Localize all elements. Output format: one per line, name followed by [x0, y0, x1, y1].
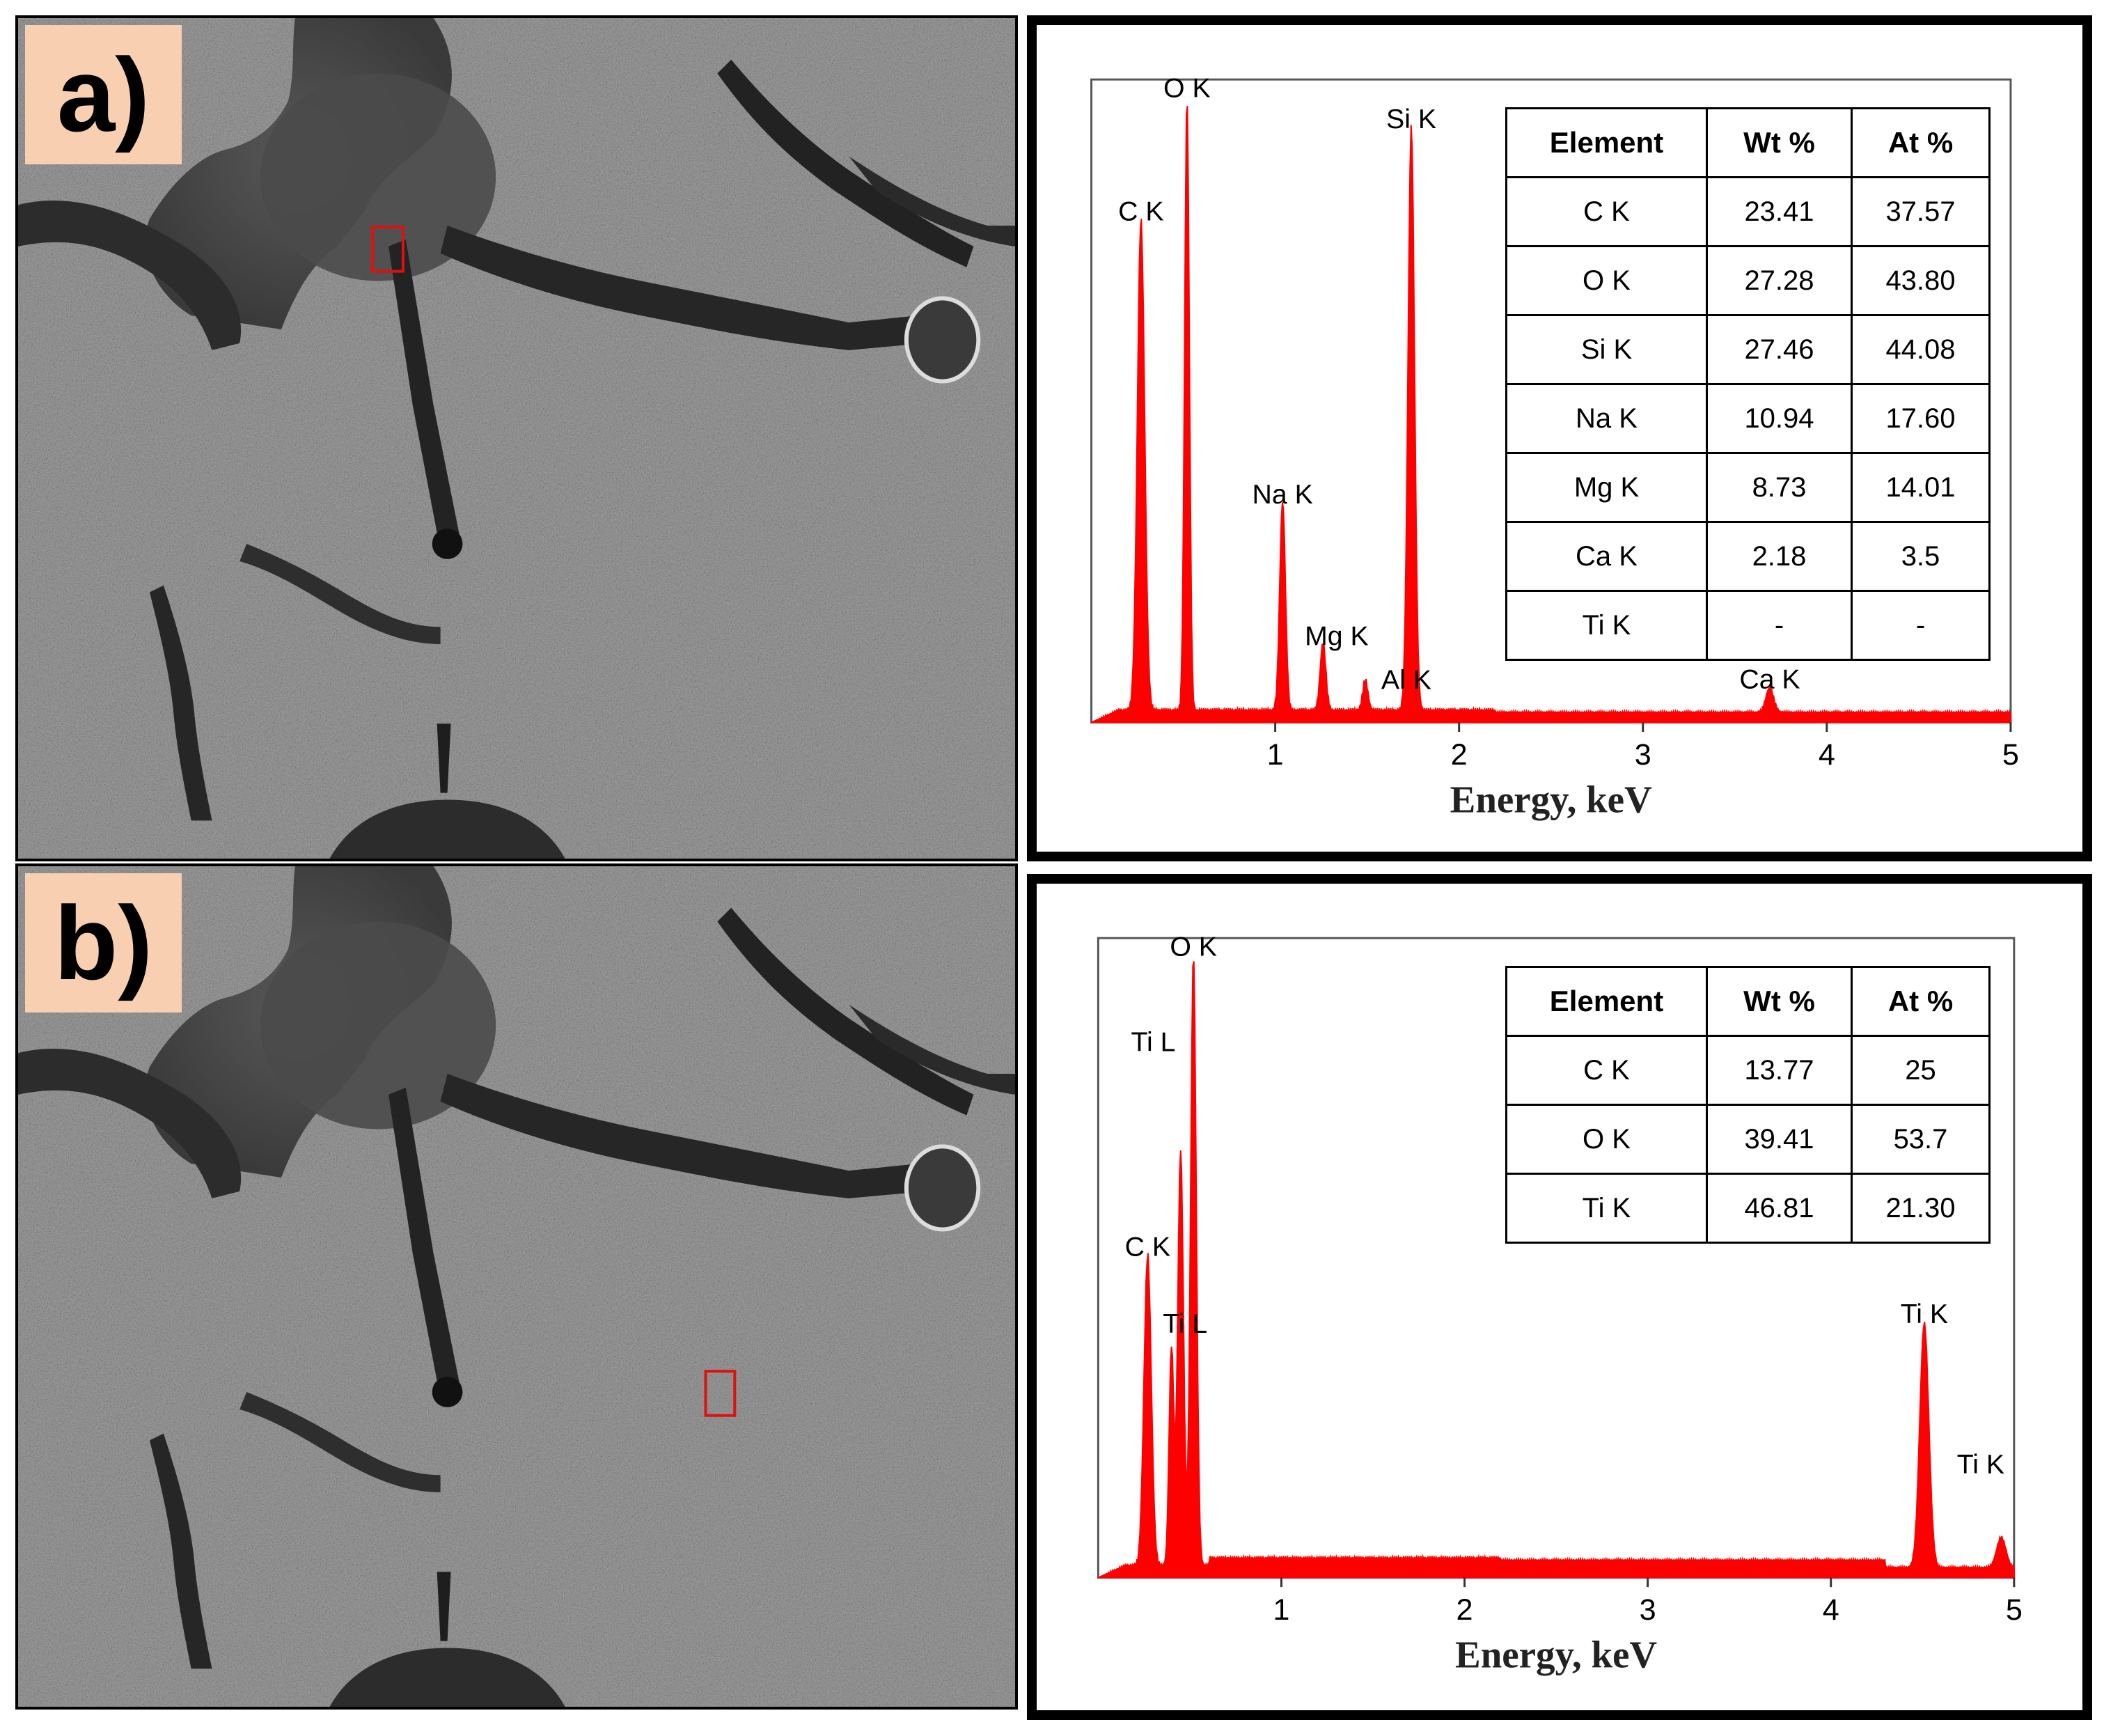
table-row: O K 39.41 53.7	[1505, 1104, 1991, 1175]
cell-wt: 2.18	[1706, 521, 1853, 592]
analysis-area-marker	[704, 1370, 737, 1417]
cell-wt: -	[1706, 590, 1853, 661]
x-tick-label: 4	[1819, 738, 1835, 772]
peak-label: Al K	[1381, 665, 1431, 695]
cell-element: O K	[1505, 245, 1708, 316]
x-tick-label: 2	[1457, 1593, 1473, 1627]
x-tick-label: 3	[1635, 738, 1651, 772]
peak-label: O K	[1163, 74, 1211, 104]
peak-label: Mg K	[1305, 622, 1369, 652]
table-row: C K 13.77 25	[1505, 1035, 1991, 1106]
table-row: Ti K 46.81 21.30	[1505, 1173, 1991, 1244]
cell-wt: 10.94	[1706, 383, 1853, 454]
cell-at: 43.80	[1851, 245, 1991, 316]
cell-element: Na K	[1505, 383, 1708, 454]
x-tick-label: 2	[1451, 738, 1468, 772]
cell-at: 25	[1851, 1035, 1991, 1106]
sem-micrograph-b	[18, 866, 1015, 1707]
header-wt: Wt %	[1706, 966, 1853, 1037]
sem-micrograph-a	[18, 18, 1015, 859]
analysis-area-marker	[371, 226, 405, 273]
table-row: Na K 10.94 17.60	[1505, 383, 1991, 454]
cell-element: C K	[1505, 176, 1708, 247]
table-row: Ti K--	[1505, 590, 1991, 661]
x-axis-label: Energy, keV	[1455, 1634, 1657, 1676]
cell-element: Ca K	[1505, 521, 1708, 592]
cell-wt: 46.81	[1706, 1173, 1853, 1244]
table-row: Ca K 2.18 3.5	[1505, 521, 1991, 592]
x-tick-label: 5	[2002, 738, 2019, 772]
cell-at: 21.30	[1851, 1173, 1991, 1244]
table-row: O K 27.28 43.80	[1505, 245, 1991, 316]
cell-element: Mg K	[1505, 452, 1708, 523]
cell-wt: 39.41	[1706, 1104, 1853, 1175]
cell-element: Ti K	[1505, 590, 1708, 661]
table-header-row: Element Wt % At %	[1505, 966, 1991, 1037]
spectrum-series	[1091, 105, 2011, 724]
peak-label: Si K	[1386, 104, 1436, 134]
cell-at: 17.60	[1851, 383, 1991, 454]
panel-label-b: b)	[25, 873, 182, 1012]
cell-element: Si K	[1505, 314, 1708, 385]
header-element: Element	[1505, 107, 1708, 178]
cell-at: 53.7	[1851, 1104, 1991, 1175]
composition-table-a: Element Wt % At % C K 23.41 37.57 O K 27.28…	[1505, 107, 1991, 661]
peak-label: O K	[1170, 932, 1217, 962]
peak-label: Ti K	[1957, 1450, 2004, 1480]
spectrum-series	[1097, 961, 2015, 1579]
cell-at: 37.57	[1851, 176, 1991, 247]
header-at: At %	[1851, 107, 1991, 178]
composition-table-b: Element Wt % At % C K 13.77 25 O K 39.41 53.…	[1505, 966, 1991, 1244]
header-at: At %	[1851, 966, 1991, 1037]
peak-label: Ti K	[1901, 1299, 1948, 1329]
panel-label-a: a)	[25, 25, 182, 164]
cell-at: 14.01	[1851, 452, 1991, 523]
x-axis-label: Energy, keV	[1450, 778, 1652, 820]
cell-element: Ti K	[1505, 1173, 1708, 1244]
table-header-row: Element Wt % At %	[1505, 107, 1991, 178]
table-row: C K 23.41 37.57	[1505, 176, 1991, 247]
header-wt: Wt %	[1706, 107, 1853, 178]
x-tick-label: 5	[2006, 1593, 2023, 1627]
x-tick-label: 1	[1267, 738, 1284, 772]
sem-image-a: a)	[15, 15, 1018, 861]
cell-wt: 8.73	[1706, 452, 1853, 523]
cell-wt: 27.28	[1706, 245, 1853, 316]
cell-at: 44.08	[1851, 314, 1991, 385]
cell-element: C K	[1505, 1035, 1708, 1106]
cell-at: 3.5	[1851, 521, 1991, 592]
x-tick-label: 3	[1640, 1593, 1656, 1627]
peak-label: Ti L	[1163, 1309, 1207, 1339]
x-tick-label: 1	[1273, 1593, 1289, 1627]
cell-element: O K	[1505, 1104, 1708, 1175]
peak-label: Ca K	[1739, 664, 1800, 694]
peak-label: Ti L	[1131, 1027, 1175, 1057]
cell-wt: 13.77	[1706, 1035, 1853, 1106]
peak-label: C K	[1118, 196, 1163, 226]
cell-at: -	[1851, 590, 1991, 661]
peak-label: Na K	[1253, 480, 1313, 510]
cell-wt: 23.41	[1706, 176, 1853, 247]
table-row: Si K 27.46 44.08	[1505, 314, 1991, 385]
header-element: Element	[1505, 966, 1708, 1037]
table-row: Mg K 8.73 14.01	[1505, 452, 1991, 523]
sem-image-b: b)	[15, 863, 1018, 1710]
peak-label: C K	[1125, 1232, 1170, 1262]
x-tick-label: 4	[1823, 1593, 1839, 1627]
cell-wt: 27.46	[1706, 314, 1853, 385]
